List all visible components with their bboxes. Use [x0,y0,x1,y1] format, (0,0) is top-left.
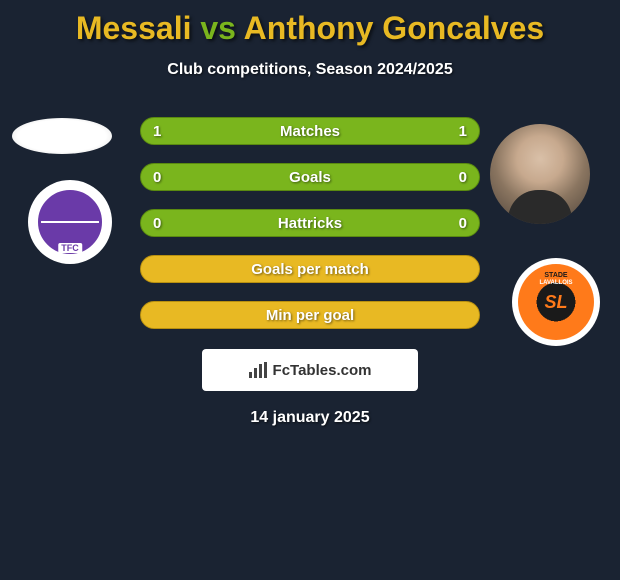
stat-bar-goals: 0 Goals 0 [140,163,480,191]
stat-bar-hattricks: 0 Hattricks 0 [140,209,480,237]
stat-label: Matches [280,123,340,140]
stat-label: Hattricks [278,215,342,232]
stat-bar-matches: 1 Matches 1 [140,117,480,145]
stat-label: Goals [289,169,331,186]
stat-left-value: 0 [153,215,161,232]
player2-avatar [490,124,590,224]
comparison-title: Messali vs Anthony Goncalves [0,0,620,47]
player1-avatar [12,118,112,154]
credit-text: FcTables.com [273,362,372,379]
player2-name: Anthony Goncalves [244,10,545,46]
stat-bar-goals-per-match: Goals per match [140,255,480,283]
lavallois-badge-icon: SL [518,264,594,340]
player1-club-badge [28,180,112,264]
stat-label: Min per goal [266,307,354,324]
bar-chart-icon [249,362,267,378]
subtitle: Club competitions, Season 2024/2025 [0,61,620,79]
stat-bar-min-per-goal: Min per goal [140,301,480,329]
stat-left-value: 0 [153,169,161,186]
player1-name: Messali [76,10,192,46]
vs-word: vs [200,10,236,46]
stat-label: Goals per match [251,261,369,278]
credit-box: FcTables.com [202,349,418,391]
stat-right-value: 1 [459,123,467,140]
tfc-badge-icon [38,190,102,254]
player2-club-badge: SL [512,258,600,346]
stat-right-value: 0 [459,215,467,232]
date-text: 14 january 2025 [0,409,620,427]
stat-left-value: 1 [153,123,161,140]
stat-right-value: 0 [459,169,467,186]
